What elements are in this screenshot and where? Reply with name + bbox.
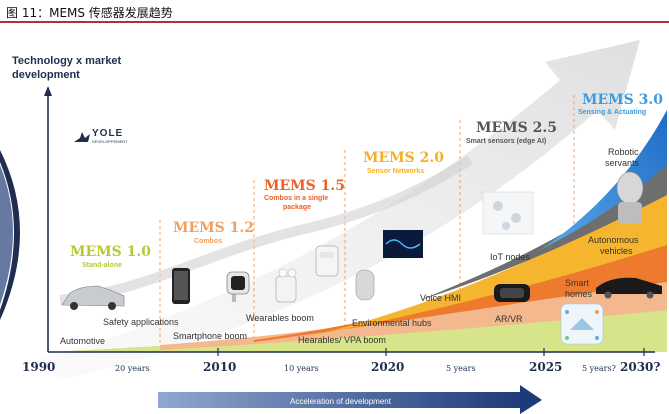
label-environmental: Environmental hubs [352, 318, 432, 328]
band-arvr-yellow [300, 190, 667, 338]
label-wearables: Wearables boom [246, 313, 314, 323]
timeline-ticks [217, 348, 645, 356]
figure-caption: 图 11：MEMS 传感器发展趋势 [6, 6, 173, 20]
label-smart-homes-line1: Smart [565, 278, 590, 288]
label-autonomous-line2: vehicles [600, 246, 633, 256]
smart-speaker-illustration [355, 269, 375, 301]
y-axis-title-line1: Technology x market [12, 55, 122, 67]
label-automotive: Automotive [60, 336, 105, 346]
label-voice: Voice HMI [420, 293, 461, 303]
acceleration-label: Acceleration of development [290, 397, 392, 406]
robot-illustration [616, 171, 644, 224]
acceleration-arrow: Acceleration of development [158, 385, 542, 414]
yole-logo-text: YOLE [92, 128, 123, 139]
vr-headset-illustration [494, 284, 530, 302]
label-smartphone: Smartphone boom [173, 331, 247, 341]
yole-logo-subtext: DEVELOPPEMENT [92, 139, 128, 144]
left-navy-arc-inner [0, 165, 13, 305]
year-2030: 2030? [620, 360, 660, 374]
y-axis-title-line2: development [12, 69, 80, 81]
smartphone-illustration [172, 268, 190, 304]
gen-sub-mems-1-0: Stand-alone [82, 262, 122, 269]
label-autonomous-line1: Autonomous [588, 235, 639, 245]
band-hearables [48, 300, 667, 352]
gen-title-mems-1-0: MEMS 1.0 [70, 244, 151, 260]
gen-sub-mems-2-5: Smart sensors (edge AI) [466, 138, 546, 145]
left-navy-arc [0, 150, 20, 320]
voice-wave-illustration [383, 230, 423, 258]
adoption-curve [59, 155, 473, 305]
gen-title-mems-3-0: MEMS 3.0 [582, 92, 663, 108]
gen-title-mems-2-0: MEMS 2.0 [363, 150, 444, 166]
iot-nodes-illustration [482, 191, 534, 235]
smartwatch-illustration [226, 271, 250, 302]
gen-sub-mems-1-2: Combos [194, 238, 222, 245]
year-2025: 2025 [529, 360, 562, 374]
year-2020: 2020 [371, 360, 404, 374]
smart-home-illustration [560, 303, 604, 345]
autonomous-car-illustration [596, 277, 662, 299]
gen-title-mems-2-5: MEMS 2.5 [476, 120, 557, 136]
label-safety: Safety applications [103, 317, 179, 327]
label-arvr: AR/VR [495, 314, 523, 324]
yole-logo-mark [74, 132, 90, 142]
gap-20-years: 20 years [115, 364, 150, 373]
year-1990: 1990 [22, 360, 55, 374]
gen-title-mems-1-5: MEMS 1.5 [264, 178, 345, 194]
gap-10-years: 10 years [284, 364, 319, 373]
label-robotic-line1: Robotic [608, 147, 639, 157]
year-2010: 2010 [203, 360, 236, 374]
gen-sub-mems-3-0: Sensing & Actuating [578, 109, 646, 116]
sensor-hub-illustration [315, 245, 339, 277]
yole-logo: YOLE DEVELOPPEMENT [74, 128, 128, 144]
car-illustration [61, 285, 125, 310]
gen-sub-mems-1-5-line2: package [283, 204, 311, 211]
band-voice [254, 240, 667, 342]
gen-sub-mems-2-0: Sensor Networks [367, 168, 424, 175]
label-iot: IoT nodes [490, 252, 530, 262]
label-hearables: Hearables/ VPA boom [298, 335, 386, 345]
earbuds-illustration [275, 268, 297, 303]
y-axis-arrowhead [44, 86, 52, 96]
gap-5-years: 5 years [446, 364, 476, 373]
background-growth-arrow [40, 40, 640, 380]
gen-sub-mems-1-5-line1: Combos in a single [264, 195, 328, 202]
caption-rule [0, 21, 669, 23]
gap-5-years-q: 5 years? [582, 364, 616, 373]
label-robotic-line2: servants [605, 158, 640, 168]
label-smart-homes-line2: homes [565, 289, 593, 299]
gen-title-mems-1-2: MEMS 1.2 [173, 220, 254, 236]
